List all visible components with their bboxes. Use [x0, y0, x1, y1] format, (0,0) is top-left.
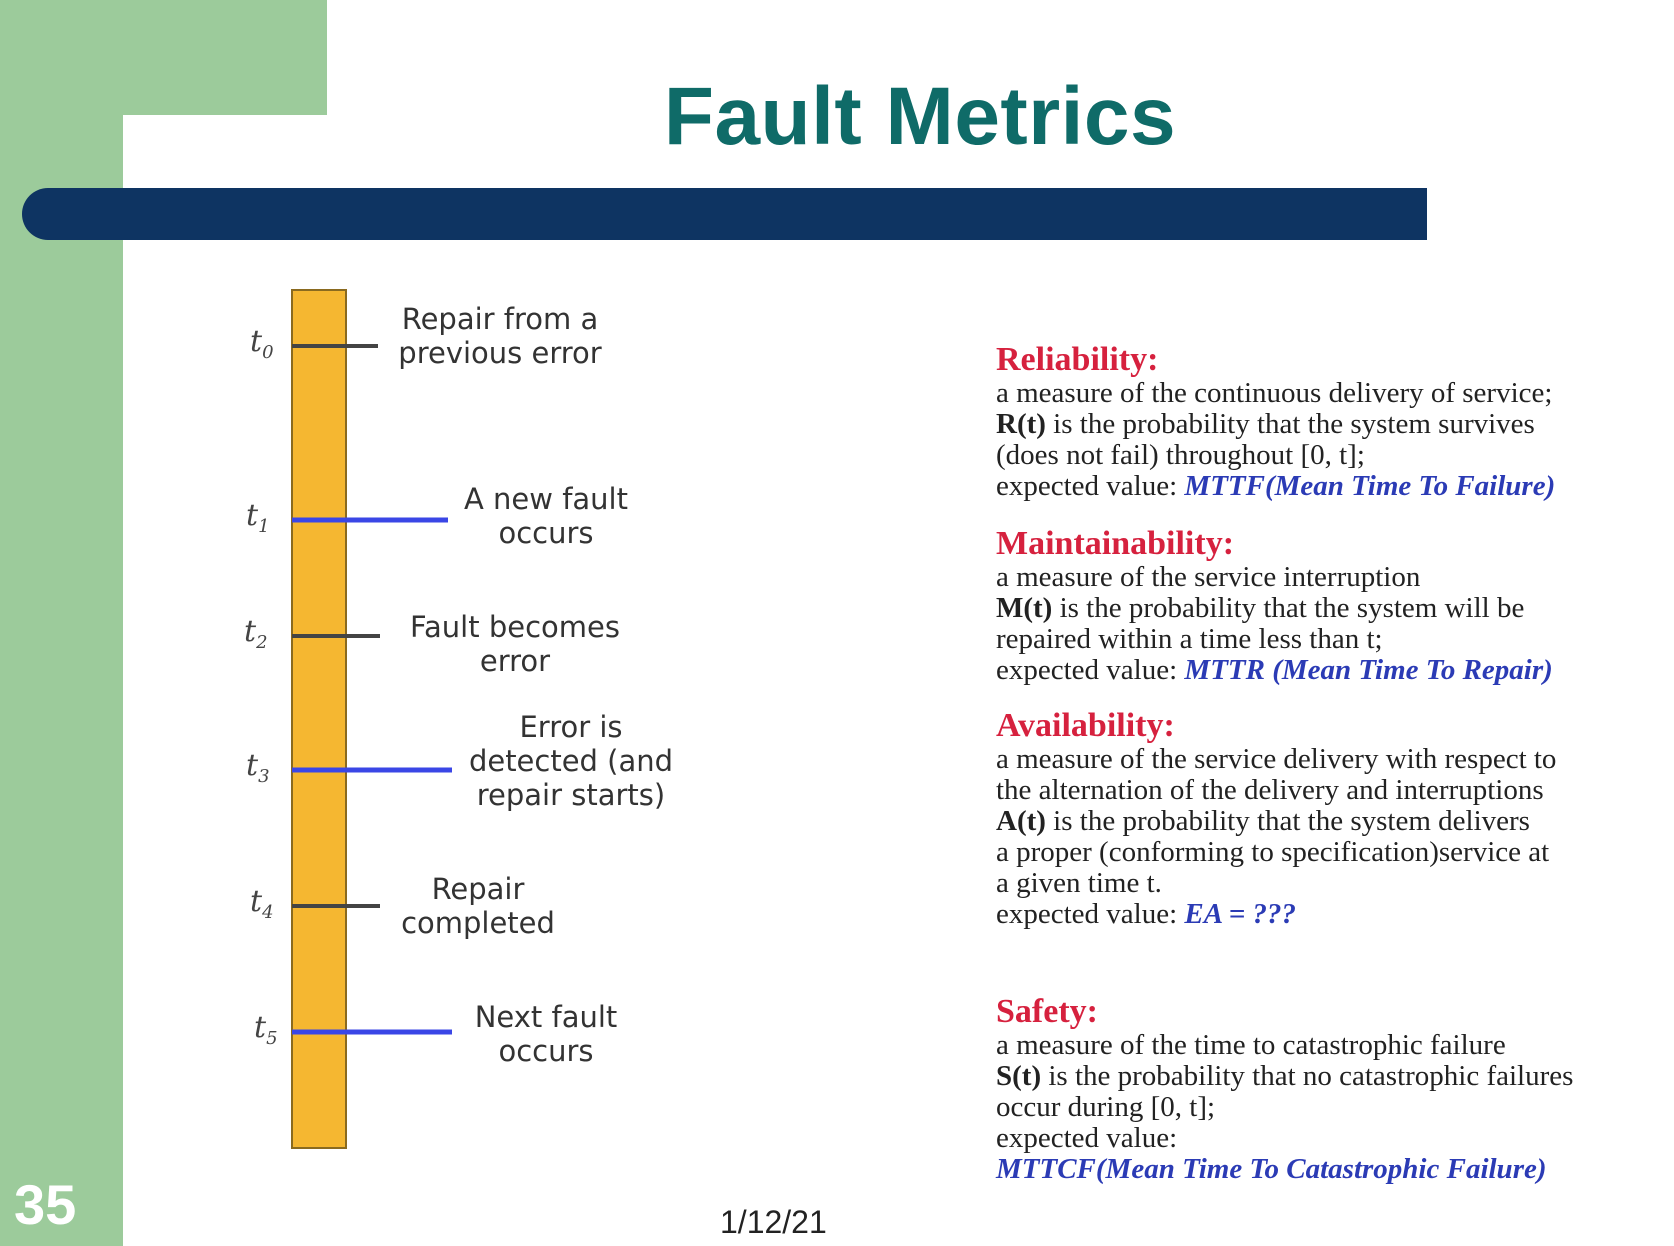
- metric-expected: expected value: MTTR (Mean Time To Repai…: [996, 654, 1553, 686]
- metric-heading: Safety:: [996, 993, 1098, 1030]
- metric-reliability: Reliability: a measure of the continuous…: [996, 342, 1656, 502]
- event-t4: Repair completed: [401, 872, 555, 940]
- event-t5: Next fault occurs: [474, 1000, 618, 1068]
- metric-line: occur during [0, t];: [996, 1091, 1216, 1123]
- metric-line: A(t) is the probability that the system …: [996, 805, 1530, 837]
- event-t1: A new fault occurs: [463, 482, 628, 550]
- metric-heading: Maintainability:: [996, 525, 1235, 562]
- tick-label-t1: t1: [246, 498, 270, 537]
- timeline-bar: [291, 289, 347, 1149]
- top-green-block: [0, 0, 327, 115]
- event-t0: Repair from a previous error: [398, 302, 602, 370]
- metric-expected: expected value: MTTF(Mean Time To Failur…: [996, 470, 1556, 502]
- metric-heading: Reliability:: [996, 341, 1159, 378]
- metric-line: a measure of the service interruption: [996, 561, 1421, 593]
- metric-line: M(t) is the probability that the system …: [996, 592, 1525, 624]
- metric-expected: expected value: EA = ???: [996, 898, 1297, 930]
- tick-label-t3: t3: [246, 748, 270, 787]
- metric-line: (does not fail) throughout [0, t];: [996, 439, 1365, 471]
- event-t3: Error is detected (and repair starts): [468, 710, 674, 812]
- tick-label-t2: t2: [244, 614, 268, 653]
- metric-line: a measure of the service delivery with r…: [996, 743, 1557, 775]
- metric-heading: Availability:: [996, 707, 1175, 744]
- metric-line: the alternation of the delivery and inte…: [996, 774, 1544, 806]
- metric-expected-value: MTTCF(Mean Time To Catastrophic Failure): [996, 1153, 1547, 1185]
- tick-label-t5: t5: [254, 1010, 278, 1049]
- slide-title: Fault Metrics: [663, 71, 1177, 162]
- metric-line: S(t) is the probability that no catastro…: [996, 1060, 1574, 1092]
- bottom-green-strip: [0, 1200, 123, 1246]
- metric-line: a proper (conforming to specification)se…: [996, 836, 1550, 868]
- metric-safety: Safety: a measure of the time to catastr…: [996, 994, 1656, 1185]
- title-underline-bar: [22, 188, 1427, 240]
- slide-body: [123, 115, 1674, 1246]
- event-t2: Fault becomes error: [410, 610, 620, 678]
- timeline-graphic: [291, 289, 452, 1149]
- metric-line: R(t) is the probability that the system …: [996, 408, 1535, 440]
- metric-expected-label: expected value:: [996, 1122, 1178, 1154]
- metric-line: repaired within a time less than t;: [996, 623, 1383, 655]
- slide-date: 1/12/21: [720, 1204, 827, 1240]
- left-green-band: [0, 0, 123, 1246]
- tick-label-t0: t0: [250, 324, 274, 363]
- metric-line: a measure of the time to catastrophic fa…: [996, 1029, 1506, 1061]
- tick-label-t4: t4: [250, 884, 274, 923]
- metric-availability: Availability: a measure of the service d…: [996, 708, 1656, 930]
- metric-line: a measure of the continuous delivery of …: [996, 377, 1553, 409]
- metric-line: a given time t.: [996, 867, 1162, 899]
- metric-maintainability: Maintainability: a measure of the servic…: [996, 526, 1656, 686]
- slide-number: 35: [14, 1173, 77, 1236]
- fault-timeline: t0 t1 t2 t3 t4 t5 Repair from a previous …: [220, 280, 780, 1160]
